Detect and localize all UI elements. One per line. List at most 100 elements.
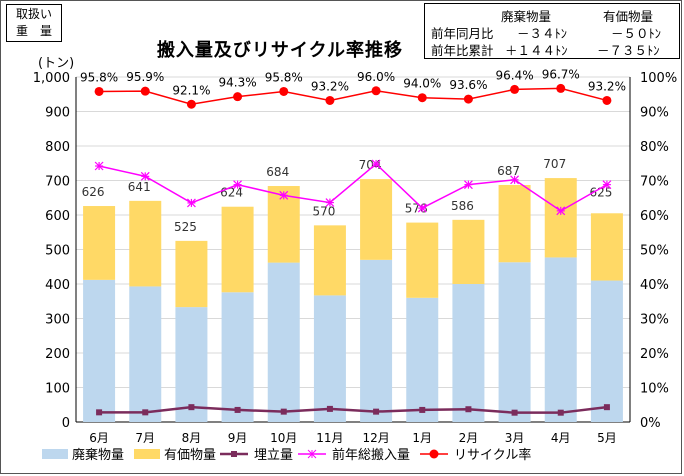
point-landfill (511, 409, 518, 416)
point-prev-total (371, 159, 381, 169)
legend-swatch (134, 449, 160, 459)
line-landfill (99, 405, 608, 414)
bar-valuable (590, 213, 623, 281)
bar-waste (590, 280, 623, 422)
unit-label-line-2: 重 量 (15, 24, 52, 38)
x-tick-label: 12月 (362, 431, 389, 445)
bar-total-label: 707 (543, 157, 566, 171)
point-prev-total (140, 171, 150, 181)
legend-label: 前年総搬入量 (332, 447, 410, 463)
recycle-rate-label: 96.4% (496, 68, 534, 82)
legend-label: 埋立量 (254, 448, 293, 463)
x-tick-label: 2月 (459, 431, 479, 445)
x-tick-label: 9月 (228, 431, 248, 445)
point-landfill (419, 406, 426, 413)
legend-swatch (42, 449, 68, 459)
point-recycle-rate (371, 86, 381, 96)
y-tick-label: 700 (45, 175, 70, 190)
y2-tick-label: 40% (640, 278, 669, 293)
bar-waste (498, 262, 531, 422)
y2-tick-label: 60% (640, 209, 669, 224)
x-tick-label: 5月 (597, 431, 617, 445)
x-tick-label: 11月 (316, 431, 343, 445)
bar-valuable (452, 219, 485, 284)
point-prev-total (279, 190, 289, 200)
y2-tick-label: 100% (640, 71, 677, 86)
point-landfill (234, 406, 241, 413)
y2-tick-label: 20% (640, 347, 669, 362)
point-landfill (373, 408, 380, 415)
y-tick-label: 200 (45, 347, 70, 362)
summary-row-waste-1: －３４ﾄﾝ (517, 26, 568, 41)
summary-row-waste-2: ＋１４４ﾄﾝ (505, 43, 568, 58)
bar-waste (129, 286, 162, 422)
point-recycle-rate (233, 92, 243, 102)
point-landfill (603, 404, 610, 411)
legend-marker (429, 449, 439, 459)
bar-waste (452, 284, 485, 422)
bar-waste (175, 307, 208, 422)
x-tick-label: 4月 (551, 431, 571, 445)
point-landfill (465, 406, 472, 413)
point-prev-total (463, 180, 473, 190)
unit-label-box: 取扱い 重 量 (6, 4, 62, 42)
point-recycle-rate (417, 93, 427, 103)
bar-waste (544, 257, 577, 422)
legend-marker (231, 451, 237, 457)
recycle-rate-label: 95.8% (80, 70, 118, 84)
recycle-rate-label: 96.0% (357, 70, 395, 84)
y2-tick-label: 0% (640, 416, 661, 431)
point-landfill (96, 409, 103, 416)
bar-total-label: 570 (312, 204, 335, 218)
x-tick-label: 1月 (412, 431, 432, 445)
y2-tick-label: 50% (640, 244, 669, 259)
legend-label: 廃棄物量 (72, 447, 124, 463)
point-prev-total (417, 203, 427, 213)
point-prev-total (325, 198, 335, 208)
y-tick-label: 800 (45, 140, 70, 155)
unit-label-line-1: 取扱い (15, 7, 52, 21)
y2-tick-label: 80% (640, 140, 669, 155)
bar-total-label: 625 (589, 185, 612, 199)
chart-title: 搬入量及びリサイクル率推移 (156, 40, 404, 61)
point-landfill (326, 405, 333, 412)
line-recycle-rate (99, 87, 608, 106)
point-recycle-rate (325, 95, 335, 105)
y-tick-label: 300 (45, 313, 70, 328)
summary-row-label-1: 前年同月比 (431, 26, 494, 41)
y-tick-label: 900 (45, 106, 70, 121)
x-tick-label: 6月 (89, 431, 109, 445)
summary-table: 廃棄物量 有価物量 前年同月比 －３４ﾄﾝ －５０ﾄﾝ 前年比累計 ＋１４４ﾄﾝ… (424, 3, 680, 59)
bar-valuable (129, 200, 162, 287)
bar-total-label: 525 (174, 220, 197, 234)
y2-tick-label: 90% (640, 106, 669, 121)
point-prev-total (510, 175, 520, 185)
point-recycle-rate (510, 84, 520, 94)
bar-valuable (360, 179, 393, 260)
y-tick-label: 1,000 (33, 71, 70, 86)
bar-total-label: 626 (82, 185, 105, 199)
point-landfill (188, 404, 195, 411)
summary-row-valuable-1: －５０ﾄﾝ (611, 26, 662, 41)
bar-waste (221, 292, 254, 422)
legend-label: リサイクル率 (454, 447, 531, 463)
y-unit-label: (トン) (38, 56, 74, 71)
point-recycle-rate (279, 86, 289, 96)
bar-total-label: 687 (497, 164, 520, 178)
y-tick-label: 400 (45, 278, 70, 293)
bar-waste (83, 279, 116, 422)
summary-header-waste: 廃棄物量 (501, 9, 552, 24)
y-tick-label: 0 (62, 416, 70, 431)
point-landfill (557, 409, 564, 416)
bar-total-label: 641 (128, 180, 151, 194)
line-prev-total (98, 162, 608, 212)
bar-waste (406, 297, 439, 422)
recycle-rate-label: 93.2% (588, 79, 626, 93)
recycle-rate-label: 96.7% (542, 67, 580, 81)
legend-label: 有価物量 (164, 448, 216, 463)
y2-tick-label: 30% (640, 313, 669, 328)
recycle-rate-label: 94.3% (219, 76, 257, 90)
point-recycle-rate (186, 99, 196, 109)
bar-total-label: 586 (451, 199, 474, 213)
bar-waste (267, 262, 300, 422)
